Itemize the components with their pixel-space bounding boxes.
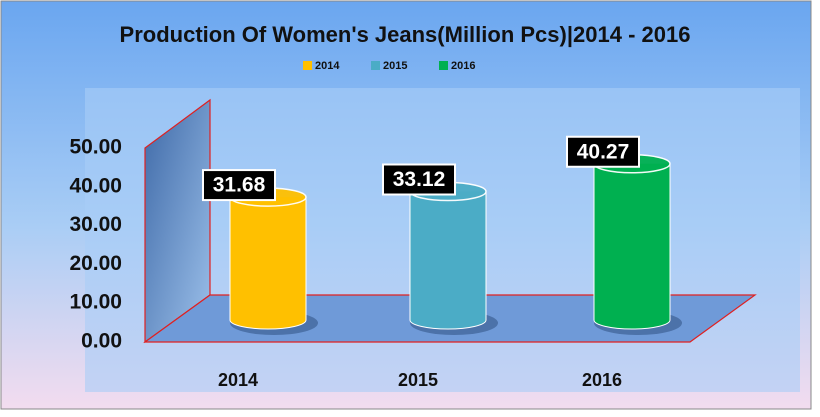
legend: 2014 2015 2016 <box>303 60 475 72</box>
value-label-box <box>566 135 640 168</box>
y-tick-label: 20.00 <box>69 252 122 275</box>
x-tick-label: 2016 <box>582 370 622 390</box>
legend-swatch <box>303 61 312 70</box>
value-label: 31.68 <box>213 174 266 197</box>
value-label-box <box>382 163 456 196</box>
value-label-box <box>202 169 276 202</box>
value-label: 40.27 <box>577 140 630 163</box>
value-label: 33.12 <box>393 168 446 191</box>
chart-title: Production Of Women's Jeans(Million Pcs)… <box>120 22 691 47</box>
bar <box>410 191 486 320</box>
legend-label: 2015 <box>383 60 407 72</box>
y-tick-label: 40.00 <box>69 174 122 197</box>
y-tick-label: 0.00 <box>81 330 122 353</box>
bar <box>594 163 670 320</box>
x-tick-label: 2014 <box>218 370 258 390</box>
legend-label: 2014 <box>315 60 340 72</box>
y-tick-label: 10.00 <box>69 291 122 314</box>
y-tick-label: 30.00 <box>69 213 122 236</box>
bar <box>230 197 306 320</box>
legend-label: 2016 <box>451 60 475 72</box>
x-tick-label: 2015 <box>398 370 438 390</box>
legend-swatch <box>439 61 448 70</box>
legend-swatch <box>371 61 380 70</box>
y-tick-label: 50.00 <box>69 136 122 159</box>
